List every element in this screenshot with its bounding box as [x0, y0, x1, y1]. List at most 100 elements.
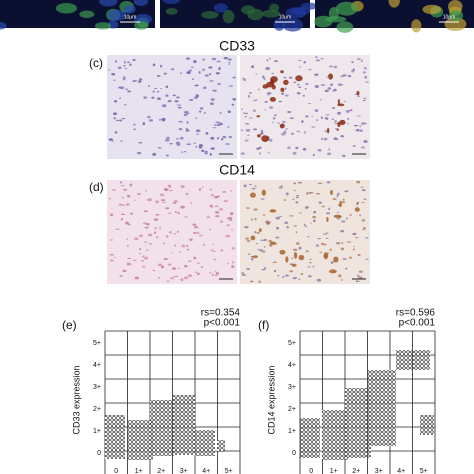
nucleus [215, 271, 220, 275]
nucleus [331, 106, 336, 110]
nucleus [305, 82, 309, 86]
nucleus [362, 99, 366, 102]
nucleus [176, 96, 180, 99]
nucleus [185, 57, 190, 60]
nucleus [352, 248, 355, 251]
nucleus [216, 137, 220, 140]
cell [411, 19, 422, 33]
nucleus [209, 72, 212, 76]
nucleus [347, 74, 352, 77]
nucleus [324, 117, 327, 119]
nucleus [253, 99, 257, 102]
nucleus [227, 58, 232, 61]
x-tick-label: 5+ [420, 468, 428, 474]
nucleus [227, 126, 230, 128]
nucleus [191, 66, 194, 68]
stain [330, 189, 333, 196]
nucleus [169, 143, 173, 145]
nucleus [177, 211, 180, 215]
nucleus [241, 108, 243, 111]
nucleus [338, 274, 342, 278]
nucleus [297, 181, 303, 184]
nucleus [122, 188, 128, 192]
nucleus [218, 208, 224, 211]
stain [257, 134, 261, 138]
nucleus [113, 79, 116, 81]
nucleus [136, 193, 141, 195]
y-tick-label: 5+ [288, 340, 296, 347]
nucleus [266, 59, 269, 62]
nucleus [294, 189, 296, 192]
panel-title: CD14 [219, 162, 255, 178]
nucleus [113, 117, 116, 120]
nucleus [210, 193, 214, 197]
nucleus [184, 276, 189, 280]
nucleus [180, 205, 185, 209]
cell [269, 3, 280, 12]
nucleus [317, 237, 321, 240]
cell [444, 17, 467, 31]
nucleus [187, 260, 192, 262]
nucleus [260, 198, 265, 200]
nucleus [261, 250, 266, 253]
nucleus [209, 80, 214, 82]
nucleus [189, 238, 193, 241]
nucleus [362, 71, 366, 74]
nucleus [110, 239, 114, 241]
y-tick-label: 1+ [93, 428, 101, 435]
stat-label: rs=0.596 [396, 308, 436, 319]
stain [279, 123, 285, 129]
nucleus [148, 243, 153, 245]
nucleus [336, 217, 341, 220]
nucleus [231, 103, 235, 106]
nucleus [316, 278, 322, 282]
nucleus [256, 231, 260, 234]
nucleus [126, 61, 131, 64]
nucleus [210, 147, 215, 150]
stain [271, 84, 276, 90]
nucleus [310, 222, 312, 224]
nucleus [302, 94, 305, 97]
nucleus [284, 274, 289, 277]
nucleus [114, 131, 118, 134]
dot-cluster [396, 350, 430, 370]
dot-cluster [420, 415, 434, 435]
nucleus [358, 276, 363, 280]
nucleus [287, 110, 292, 113]
nucleus [165, 94, 169, 97]
nucleus [284, 128, 288, 130]
nucleus [146, 198, 151, 201]
nucleus [309, 261, 312, 264]
nucleus [329, 248, 332, 252]
stain [333, 256, 339, 263]
nucleus [340, 135, 345, 138]
nucleus [257, 248, 260, 251]
micrographs [107, 55, 370, 284]
nucleus [283, 130, 287, 134]
nucleus [289, 270, 294, 273]
nucleus [200, 266, 204, 268]
nucleus [198, 188, 202, 191]
nucleus [278, 100, 283, 103]
nucleus [209, 188, 212, 191]
stain [326, 217, 329, 223]
nucleus [349, 256, 352, 259]
nucleus [333, 88, 337, 92]
nucleus [215, 210, 220, 214]
nucleus [193, 232, 197, 234]
x-tick-label: 2+ [157, 468, 165, 474]
y-tick-label: 3+ [288, 384, 296, 391]
nucleus [258, 146, 262, 149]
nucleus [111, 73, 116, 76]
nucleus [342, 258, 347, 260]
nucleus [226, 224, 230, 226]
dot-cluster [300, 418, 320, 458]
nucleus [319, 251, 323, 253]
nucleus [264, 100, 268, 103]
nucleus [345, 109, 351, 113]
nucleus [198, 147, 203, 149]
nucleus [230, 229, 234, 231]
nucleus [301, 120, 304, 124]
dot-cluster [217, 440, 225, 452]
nucleus [212, 89, 217, 92]
